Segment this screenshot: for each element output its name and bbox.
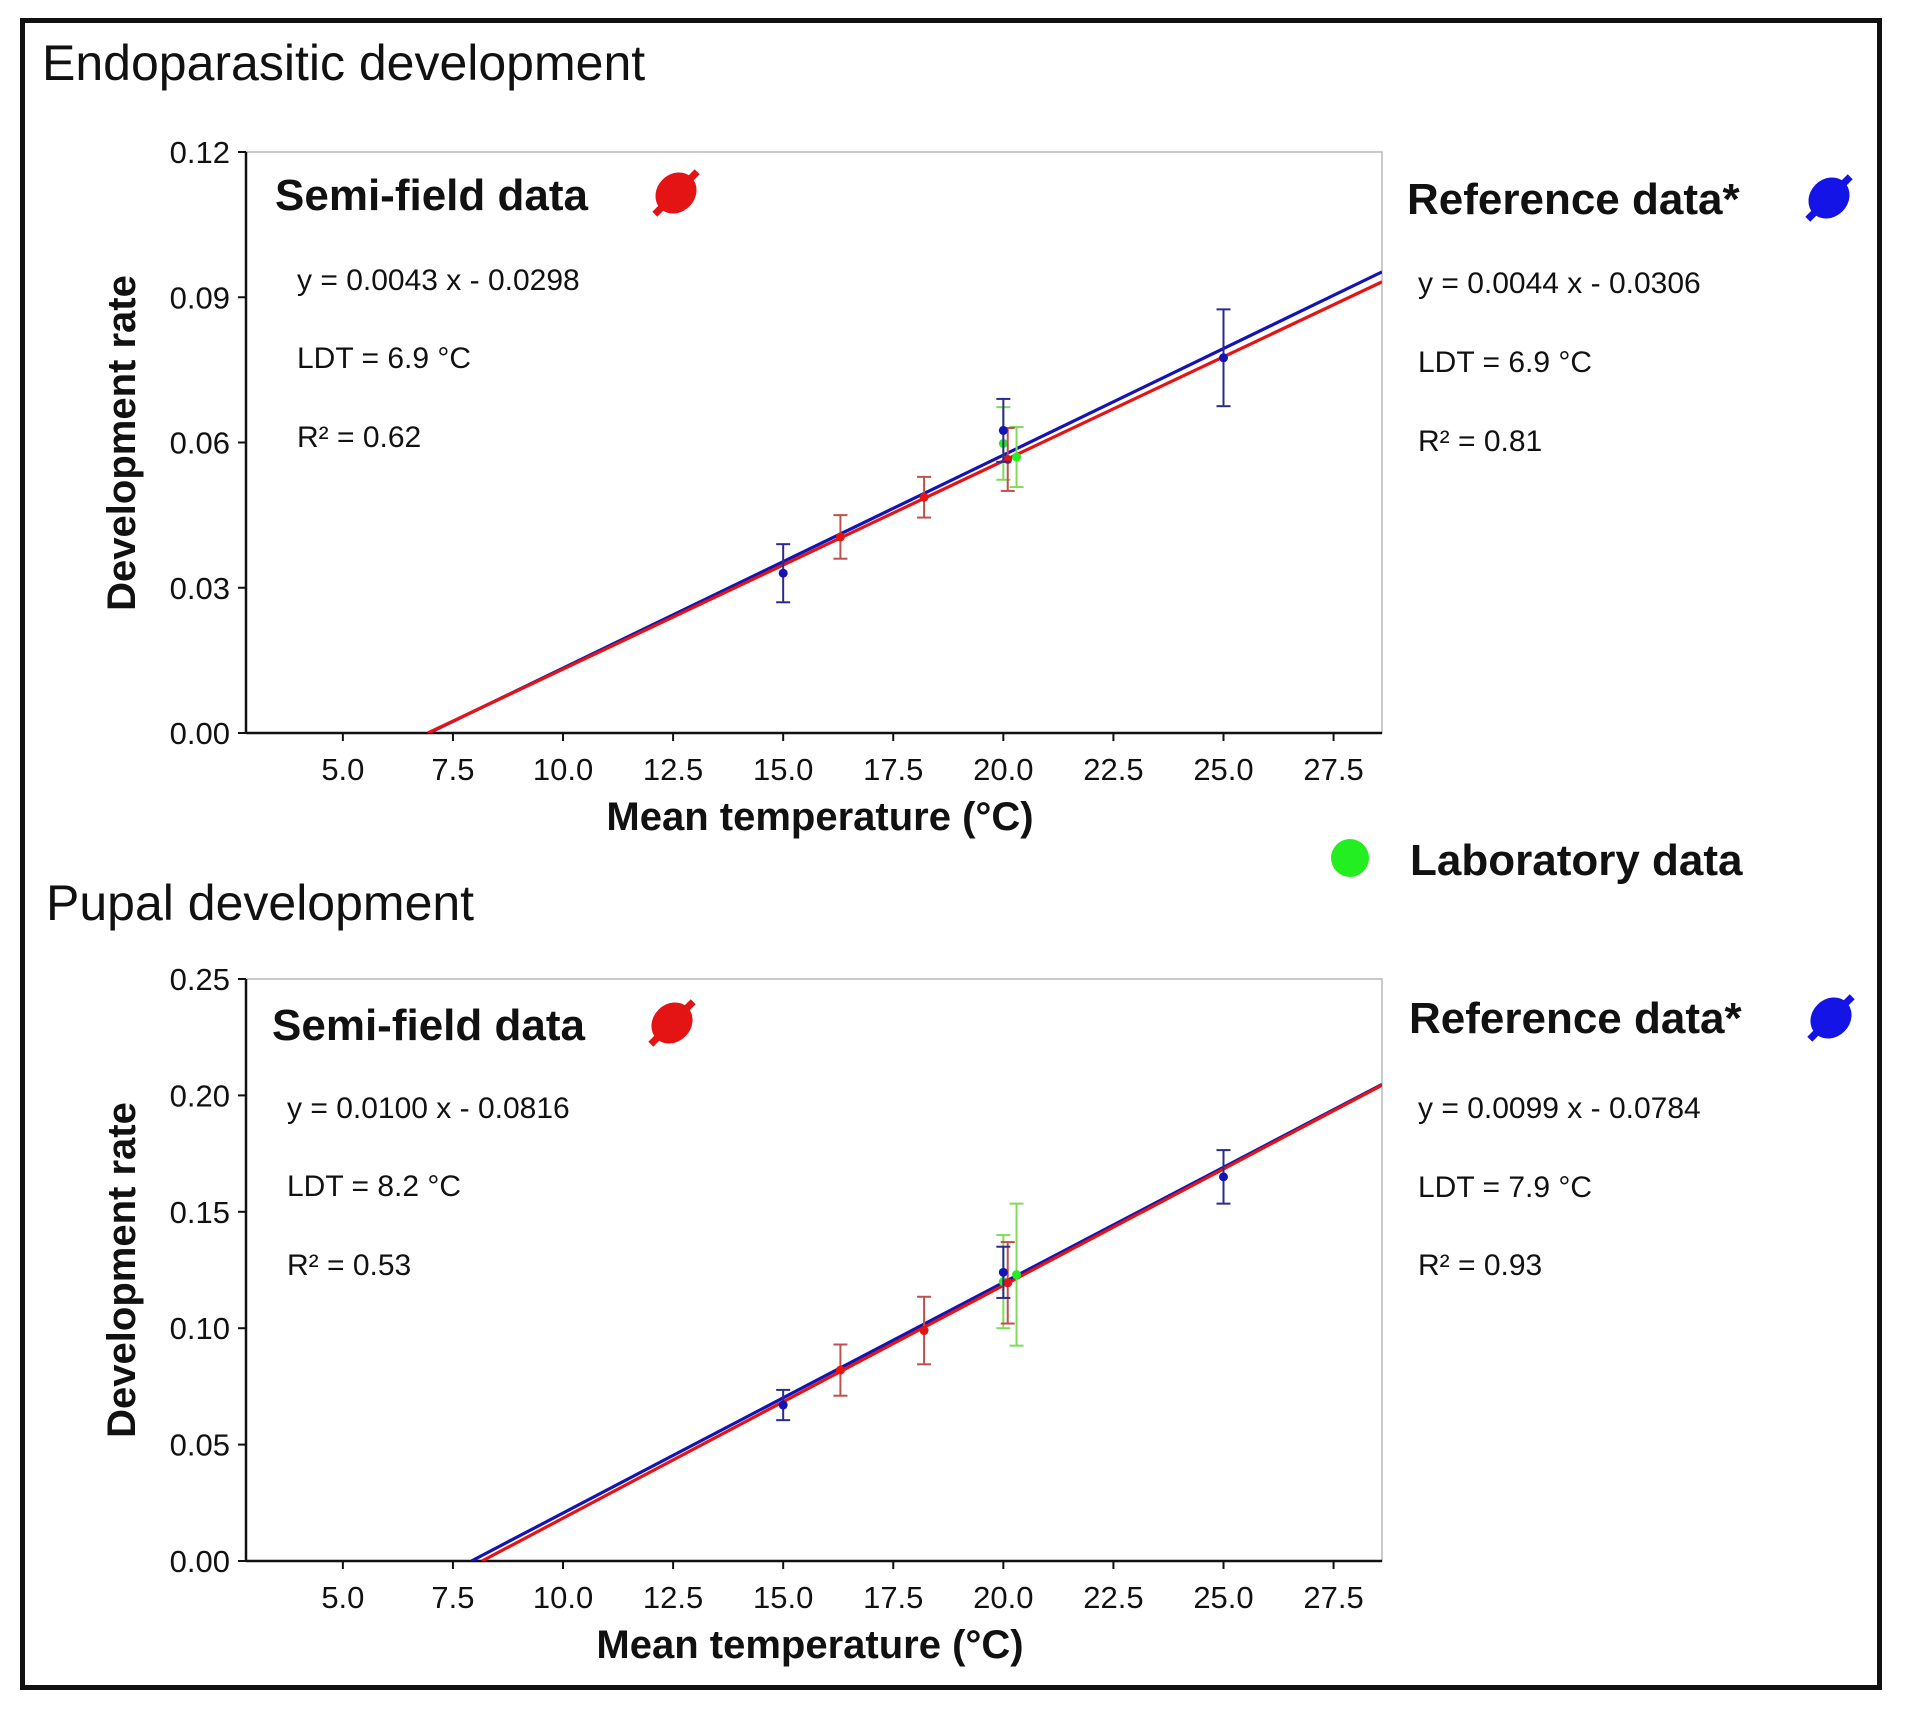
x-tick-label: 17.5 [863,752,923,787]
semi-field-point [1003,1278,1013,1288]
red-dumbbell-icon [648,999,696,1047]
x-tick-label: 25.0 [1193,752,1253,787]
x-tick-label: 7.5 [431,1580,474,1615]
plot-border [245,978,1383,1562]
reference-point [1218,1172,1228,1182]
x-tick-label: 20.0 [973,1580,1033,1615]
semi-field-equation: y = 0.0043 x - 0.0298 [297,264,580,297]
plot-area: 5.0 7.5 10.0 12.5 15.0 17.5 20.0 22.5 25.0 27.5 0.… [170,962,1383,1615]
x-tick-label: 12.5 [643,1580,703,1615]
x-axis-label: Mean temperature (°C) [606,795,1033,839]
semi-field-r2: R² = 0.53 [287,1249,411,1282]
reference-point [778,1400,788,1410]
y-tick-label: 0.00 [170,1544,230,1579]
reference-title: Reference data* [1407,175,1740,224]
semi-field-equation: y = 0.0100 x - 0.0816 [287,1092,570,1125]
panel-title: Endoparasitic development [42,35,645,91]
y-tick-label: 0.06 [170,426,230,461]
x-tick-label: 12.5 [643,752,703,787]
semi-field-r2: R² = 0.62 [297,421,421,454]
y-axis-label: Development rate [100,1102,144,1438]
red-dumbbell-icon [652,169,700,217]
semi-field-point [835,1365,845,1375]
x-tick-label: 22.5 [1083,1580,1143,1615]
x-tick-label: 10.0 [533,1580,593,1615]
x-tick-label: 15.0 [753,752,813,787]
semi-field-ldt: LDT = 6.9 °C [297,342,471,375]
y-tick-label: 0.05 [170,1428,230,1463]
y-tick-label: 0.15 [170,1195,230,1230]
x-tick-label: 17.5 [863,1580,923,1615]
x-tick-label: 5.0 [321,1580,364,1615]
reference-point [998,425,1008,435]
laboratory-label: Laboratory data [1410,836,1743,885]
y-axis-label: Development rate [100,275,144,611]
y-tick-label: 0.03 [170,571,230,606]
reference-r2: R² = 0.81 [1418,425,1542,458]
reference-title: Reference data* [1409,994,1742,1043]
x-tick-label: 10.0 [533,752,593,787]
semi-field-ldt: LDT = 8.2 °C [287,1170,461,1203]
semi-field-title: Semi-field data [272,1001,585,1050]
reference-r2: R² = 0.93 [1418,1249,1542,1282]
laboratory-point [1012,1270,1022,1280]
x-tick-label: 27.5 [1303,752,1363,787]
blue-dumbbell-icon [1807,994,1855,1042]
green-dot-icon [1331,839,1369,877]
semi-field-title: Semi-field data [275,171,588,220]
reference-point [778,568,788,578]
semi-field-regression-line [427,280,1382,733]
reference-point [998,1267,1008,1277]
semi-field-point [919,1326,929,1336]
laboratory-legend: Laboratory data [1331,836,1743,885]
laboratory-point [1012,452,1022,462]
x-tick-label: 25.0 [1193,1580,1253,1615]
y-tick-label: 0.00 [170,716,230,751]
y-tick-label: 0.09 [170,280,230,315]
y-tick-label: 0.12 [170,135,230,170]
semi-field-point [835,532,845,542]
y-tick-label: 0.10 [170,1311,230,1346]
blue-dumbbell-icon [1805,174,1853,222]
semi-field-point [919,492,929,502]
figure-frame [20,18,1882,1690]
reference-point [1218,353,1228,363]
reference-equation: y = 0.0044 x - 0.0306 [1418,267,1701,300]
reference-ldt: LDT = 7.9 °C [1418,1171,1592,1204]
y-tick-label: 0.25 [170,962,230,997]
reference-ldt: LDT = 6.9 °C [1418,346,1592,379]
x-tick-label: 20.0 [973,752,1033,787]
panel-pupal: Pupal development 5.0 7.5 10.0 12.5 15.0 17.5… [46,875,1855,1667]
x-tick-label: 22.5 [1083,752,1143,787]
reference-equation: y = 0.0099 x - 0.0784 [1418,1092,1701,1125]
y-tick-label: 0.20 [170,1078,230,1113]
x-tick-label: 15.0 [753,1580,813,1615]
semi-field-regression-line [481,1083,1382,1561]
x-tick-label: 5.0 [321,752,364,787]
panel-title: Pupal development [46,875,474,931]
panel-endoparasitic: Endoparasitic development 5.0 7.5 10.0 12.5… [42,35,1853,839]
regression-lines [427,270,1382,733]
x-tick-label: 7.5 [431,752,474,787]
plot-area: 5.0 7.5 10.0 12.5 15.0 17.5 20.0 22.5 25.0 27.5 0.… [170,135,1383,787]
x-tick-label: 27.5 [1303,1580,1363,1615]
regression-lines [470,1082,1382,1561]
x-axis-label: Mean temperature (°C) [596,1623,1023,1667]
